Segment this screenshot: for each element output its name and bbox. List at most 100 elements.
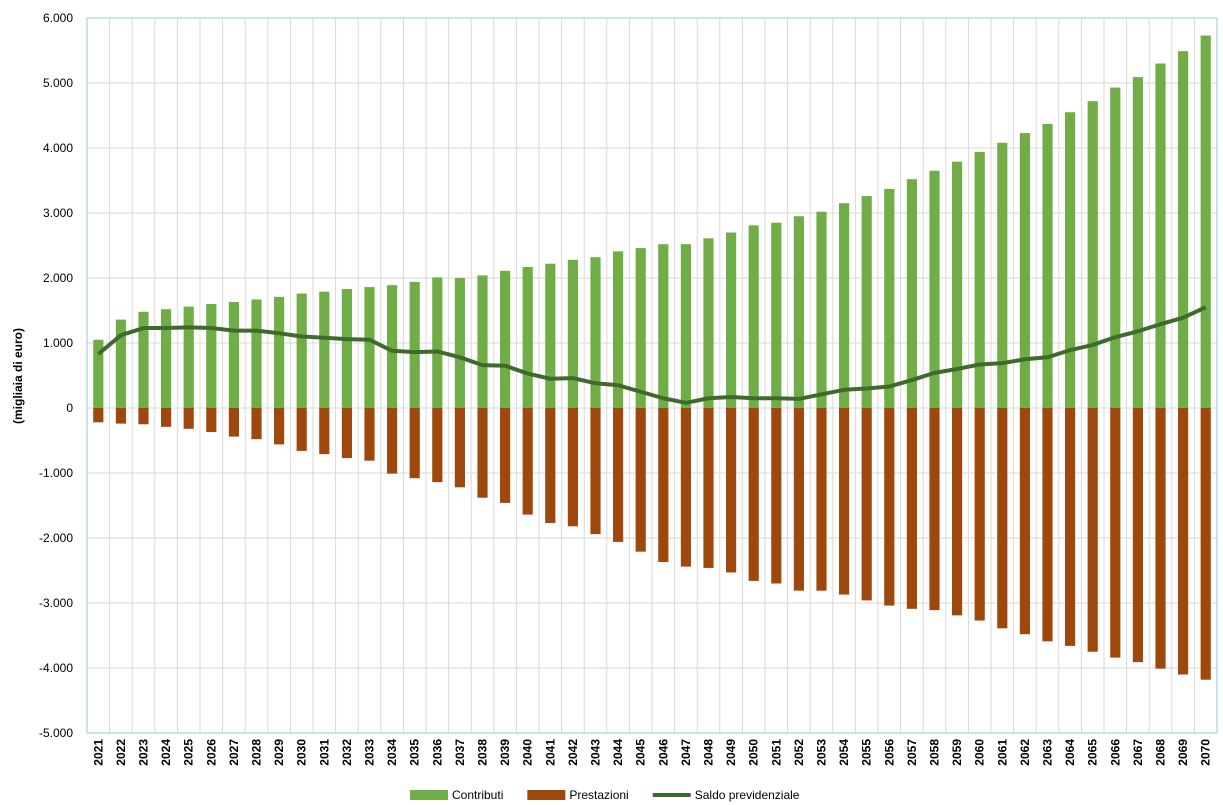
bar [432, 277, 443, 408]
y-tick-label: -1.000 [39, 466, 73, 480]
bar [884, 188, 895, 408]
bar [251, 299, 262, 408]
bar [1019, 408, 1030, 635]
bar [409, 281, 420, 408]
x-tick-label: 2036 [430, 739, 444, 766]
bar [726, 232, 737, 408]
bar [545, 263, 556, 408]
bar [206, 408, 217, 433]
x-tick-label: 2061 [995, 739, 1009, 766]
bar [1132, 77, 1143, 409]
bar [500, 408, 511, 503]
bar [929, 170, 940, 408]
bar [929, 408, 940, 611]
plot-border [86, 17, 1218, 734]
x-tick-label: 2049 [724, 739, 738, 766]
x-tick-label: 2042 [566, 739, 580, 766]
bar [115, 408, 126, 424]
bar [93, 408, 104, 423]
bar [274, 296, 285, 408]
x-tick-label: 2063 [1041, 739, 1055, 766]
bar [635, 248, 646, 408]
x-tick-label: 2027 [227, 739, 241, 766]
y-tick-label: 3.000 [43, 206, 73, 220]
x-tick-label: 2022 [114, 739, 128, 766]
x-tick-label: 2069 [1176, 739, 1190, 766]
x-tick-label: 2050 [747, 739, 761, 766]
bar [997, 142, 1008, 409]
x-tick-label: 2059 [950, 739, 964, 766]
x-tick-label: 2046 [656, 739, 670, 766]
x-tick-label: 2032 [340, 739, 354, 766]
bar [974, 151, 985, 408]
bar [1155, 63, 1166, 408]
x-tick-label: 2030 [295, 739, 309, 766]
bar [1110, 87, 1121, 409]
y-tick-label: -2.000 [39, 531, 73, 545]
bar [545, 408, 556, 524]
bar [906, 179, 917, 408]
x-tick-label: 2028 [250, 739, 264, 766]
bar [839, 203, 850, 408]
legend-label: Prestazioni [569, 788, 628, 802]
bar [680, 408, 691, 567]
bar [387, 285, 398, 408]
x-tick-label: 2060 [973, 739, 987, 766]
bar [703, 238, 714, 408]
bar [1019, 133, 1030, 409]
x-tick-label: 2039 [498, 739, 512, 766]
x-tick-label: 2041 [543, 739, 557, 766]
x-tick-label: 2053 [815, 739, 829, 766]
bar [228, 302, 239, 408]
bar [522, 408, 533, 515]
bar [590, 408, 601, 535]
bar [793, 216, 804, 408]
x-tick-label: 2057 [905, 739, 919, 766]
bar [635, 408, 646, 552]
bar [93, 339, 104, 408]
x-tick-label: 2067 [1131, 739, 1145, 766]
bar [590, 257, 601, 408]
x-tick-label: 2029 [272, 739, 286, 766]
bar [115, 319, 126, 408]
bar [952, 161, 963, 408]
bar [432, 408, 443, 483]
y-tick-label: 5.000 [43, 76, 73, 90]
y-axis-label: (migliaia di euro) [11, 328, 25, 424]
x-tick-label: 2054 [837, 739, 851, 766]
x-tick-label: 2051 [769, 739, 783, 766]
bar [613, 408, 624, 542]
bar [748, 225, 759, 408]
bar [1087, 408, 1098, 652]
bar [500, 270, 511, 408]
x-tick-label: 2034 [385, 739, 399, 766]
x-tick-label: 2068 [1154, 739, 1168, 766]
bar [206, 304, 217, 408]
x-tick-label: 2064 [1063, 739, 1077, 766]
bar [1132, 408, 1143, 663]
x-tick-label: 2031 [317, 739, 331, 766]
bar [861, 408, 872, 601]
bar [974, 408, 985, 621]
x-tick-label: 2062 [1018, 739, 1032, 766]
bar [183, 408, 194, 429]
bar [251, 408, 262, 440]
bar [364, 287, 375, 408]
bar [680, 244, 691, 408]
bar [138, 408, 149, 425]
x-tick-label: 2037 [453, 739, 467, 766]
bar [884, 408, 895, 606]
y-tick-label: -3.000 [39, 596, 73, 610]
bar [1042, 123, 1053, 408]
bar [138, 311, 149, 408]
y-tick-label: 2.000 [43, 271, 73, 285]
x-tick-label: 2021 [91, 739, 105, 766]
bar [161, 309, 172, 408]
bar [454, 408, 465, 488]
bar [816, 211, 827, 408]
bar [1042, 408, 1053, 642]
bar [319, 291, 330, 408]
y-tick-label: -5.000 [39, 726, 73, 740]
bar [1200, 408, 1211, 680]
bar [839, 408, 850, 595]
